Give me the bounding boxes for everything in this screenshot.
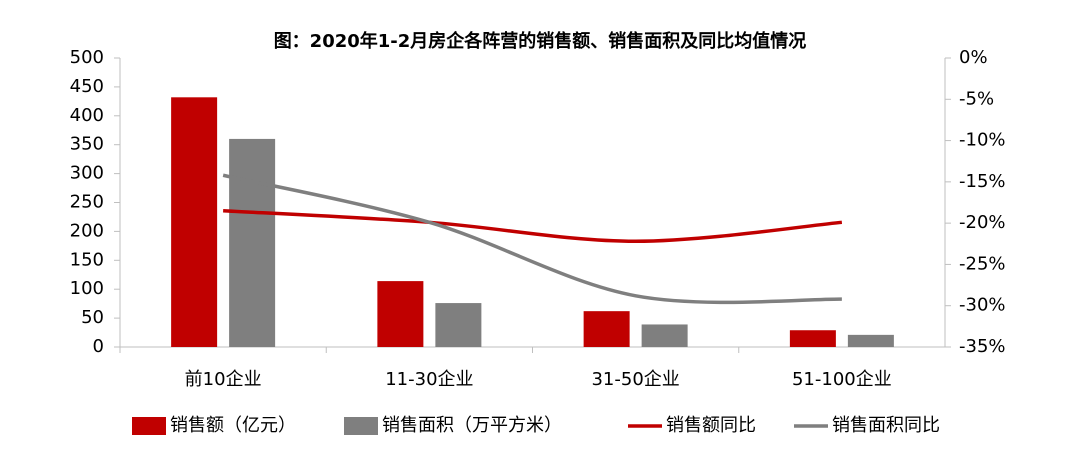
y2-tick-label: -15% xyxy=(959,171,1006,192)
legend-label: 销售额（亿元） xyxy=(170,415,296,436)
y2-tick-label: -20% xyxy=(959,212,1006,233)
bar xyxy=(229,138,276,347)
y-tick-label: 500 xyxy=(70,47,104,68)
bar xyxy=(641,324,688,347)
y-tick-label: 400 xyxy=(70,105,104,126)
x-tick-label: 31-50企业 xyxy=(591,369,679,390)
bar xyxy=(435,303,482,347)
y2-tick-label: -35% xyxy=(959,336,1006,357)
line xyxy=(222,173,842,305)
y2-tick-label: -30% xyxy=(959,295,1006,316)
y-tick-label: 50 xyxy=(81,307,104,328)
bar xyxy=(377,281,424,347)
y2-tick-label: -25% xyxy=(959,253,1006,274)
y-tick-label: 100 xyxy=(70,278,104,299)
y-tick-label: 150 xyxy=(70,249,104,270)
bar xyxy=(171,97,218,347)
y2-tick-label: -5% xyxy=(959,88,994,109)
legend-swatch xyxy=(344,417,378,435)
bar xyxy=(583,311,630,347)
chart-title: 图：2020年1-2月房企各阵营的销售额、销售面积及同比均值情况 xyxy=(274,30,807,52)
legend-swatch xyxy=(132,417,166,435)
bar xyxy=(847,334,894,347)
bar xyxy=(789,330,836,347)
y-tick-label: 250 xyxy=(70,192,104,213)
x-tick-label: 11-30企业 xyxy=(385,369,473,390)
y2-tick-label: -10% xyxy=(959,130,1006,151)
y-tick-label: 450 xyxy=(70,76,104,97)
legend-label: 销售面积同比 xyxy=(832,415,940,436)
legend-label: 销售面积（万平方米） xyxy=(382,415,562,436)
x-tick-label: 51-100企业 xyxy=(792,369,892,390)
legend-label: 销售额同比 xyxy=(666,415,756,436)
y2-tick-label: 0% xyxy=(959,47,988,68)
x-tick-label: 前10企业 xyxy=(185,369,262,390)
y-tick-label: 200 xyxy=(70,220,104,241)
y-tick-label: 300 xyxy=(70,163,104,184)
y-tick-label: 0 xyxy=(93,336,104,357)
y-tick-label: 350 xyxy=(70,134,104,155)
line xyxy=(223,209,843,244)
